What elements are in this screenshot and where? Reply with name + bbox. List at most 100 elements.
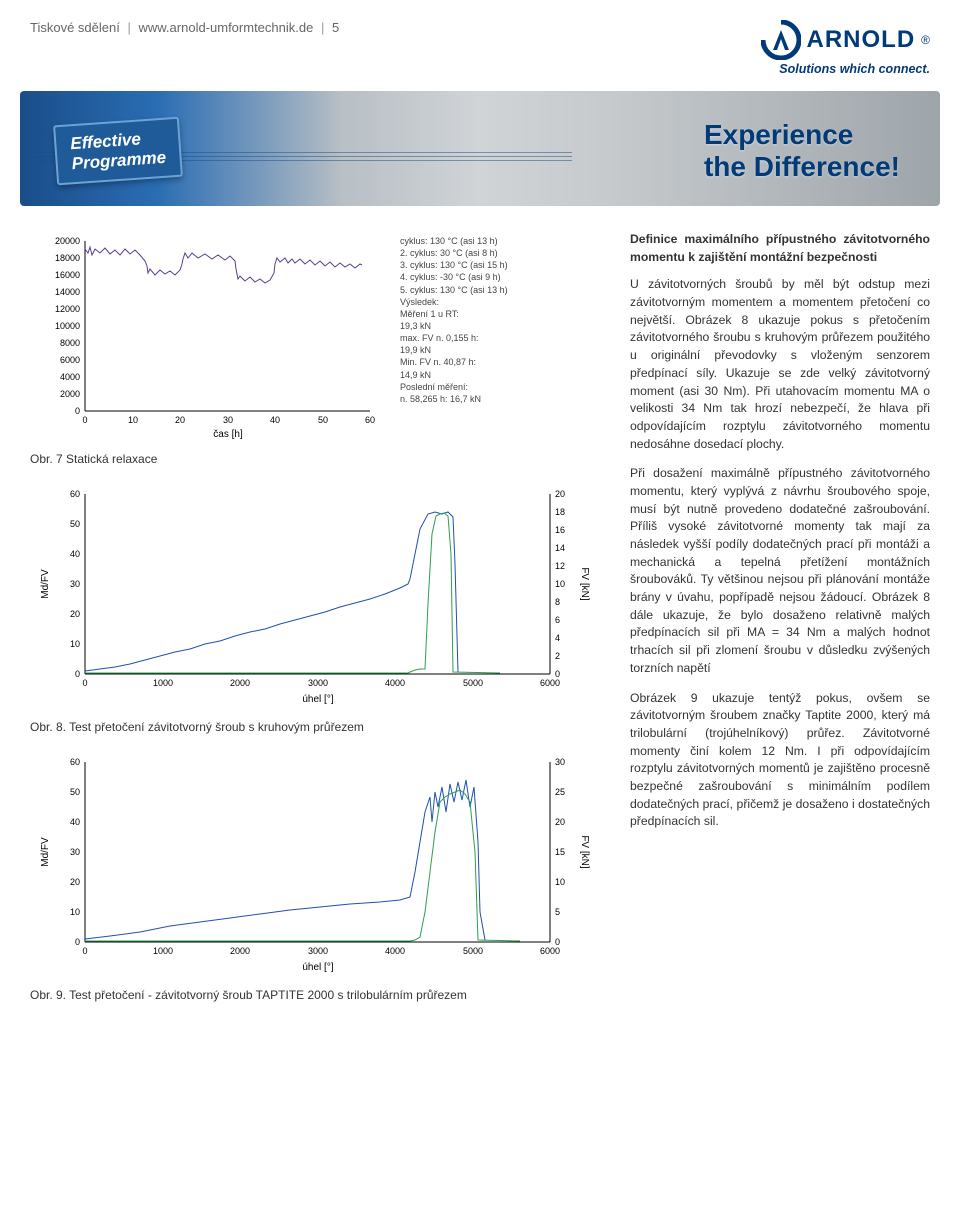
chart-2-overtorque-circular: 0 10 20 30 40 50 60 0 2 4 6 8 10 12 [30, 484, 590, 709]
svg-text:14000: 14000 [55, 287, 80, 297]
svg-text:2000: 2000 [230, 678, 250, 688]
chart-3-block: 0 10 20 30 40 50 60 0 5 10 15 20 25 30 [30, 752, 610, 1002]
page-header: Tiskové sdělení | www.arnold-umformtechn… [0, 0, 960, 76]
chart-2-ylabel-left: Md/FV [40, 569, 51, 599]
chart-1-xlabel: čas [h] [213, 429, 243, 440]
svg-text:14: 14 [555, 543, 565, 553]
hero-banner: Effective Programme Experience the Diffe… [20, 91, 940, 206]
svg-text:5000: 5000 [463, 946, 483, 956]
breadcrumb-sep: | [127, 20, 130, 35]
svg-text:10: 10 [128, 415, 138, 425]
svg-text:5000: 5000 [463, 678, 483, 688]
svg-text:8000: 8000 [60, 338, 80, 348]
svg-text:4000: 4000 [385, 678, 405, 688]
svg-text:20: 20 [70, 877, 80, 887]
svg-text:2000: 2000 [60, 389, 80, 399]
svg-text:10: 10 [70, 639, 80, 649]
svg-text:50: 50 [70, 519, 80, 529]
banner-badge: Effective Programme [53, 117, 183, 186]
svg-text:0: 0 [82, 415, 87, 425]
svg-text:4000: 4000 [385, 946, 405, 956]
svg-text:0: 0 [82, 946, 87, 956]
breadcrumb: Tiskové sdělení | www.arnold-umformtechn… [30, 20, 339, 35]
breadcrumb-item: Tiskové sdělení [30, 20, 120, 35]
logo-tagline: Solutions which connect. [761, 62, 931, 76]
svg-text:20: 20 [175, 415, 185, 425]
chart-1-info-line: Poslední měření: [400, 381, 610, 393]
chart-3-caption: Obr. 9. Test přetočení - závitotvorný šr… [30, 988, 610, 1002]
svg-text:1000: 1000 [153, 946, 173, 956]
chart-3-ylabel-right: FV [kN] [579, 835, 590, 869]
svg-text:20: 20 [555, 817, 565, 827]
chart-3-overtorque-trilobular: 0 10 20 30 40 50 60 0 5 10 15 20 25 30 [30, 752, 590, 977]
svg-text:1000: 1000 [153, 678, 173, 688]
headline-line-2: the Difference! [704, 151, 900, 183]
svg-text:6: 6 [555, 615, 560, 625]
svg-text:60: 60 [70, 757, 80, 767]
svg-text:0: 0 [75, 406, 80, 416]
svg-text:10000: 10000 [55, 321, 80, 331]
banner-headline: Experience the Difference! [704, 119, 900, 183]
chart-1-info-line: Měření 1 u RT: [400, 308, 610, 320]
chart-1-info-line: n. 58,265 h: 16,7 kN [400, 393, 610, 405]
chart-2-caption: Obr. 8. Test přetočení závitotvorný šrou… [30, 720, 610, 734]
svg-text:60: 60 [365, 415, 375, 425]
chart-1-relaxation: 0 2000 4000 6000 8000 10000 12000 14000 … [30, 231, 390, 441]
svg-text:12000: 12000 [55, 304, 80, 314]
chart-1-info-line: Min. FV n. 40,87 h: [400, 356, 610, 368]
svg-text:2000: 2000 [230, 946, 250, 956]
body-paragraph-1: U závitotvorných šroubů by měl být odstu… [630, 276, 930, 453]
text-column: Definice maximálního přípustného závitot… [630, 231, 930, 1020]
chart-1-info-line: 3. cyklus: 130 °C (asi 15 h) [400, 259, 610, 271]
svg-text:0: 0 [75, 669, 80, 679]
chart-1-info: cyklus: 130 °C (asi 13 h) 2. cyklus: 30 … [400, 231, 610, 446]
svg-text:25: 25 [555, 787, 565, 797]
chart-1-info-line: Výsledek: [400, 296, 610, 308]
chart-1-info-line: 19,3 kN [400, 320, 610, 332]
svg-text:12: 12 [555, 561, 565, 571]
svg-text:6000: 6000 [60, 355, 80, 365]
svg-text:4: 4 [555, 633, 560, 643]
chart-3-xlabel: úhel [°] [302, 962, 333, 973]
breadcrumb-sep: | [321, 20, 324, 35]
svg-text:30: 30 [70, 847, 80, 857]
chart-1-caption: Obr. 7 Statická relaxace [30, 452, 610, 466]
svg-text:30: 30 [223, 415, 233, 425]
section-heading: Definice maximálního přípustného závitot… [630, 231, 930, 266]
svg-text:16: 16 [555, 525, 565, 535]
svg-text:40: 40 [270, 415, 280, 425]
headline-line-1: Experience [704, 119, 900, 151]
chart-2-block: 0 10 20 30 40 50 60 0 2 4 6 8 10 12 [30, 484, 610, 734]
figures-column: 0 2000 4000 6000 8000 10000 12000 14000 … [30, 231, 610, 1020]
chart-1-info-line: 14,9 kN [400, 369, 610, 381]
svg-text:20000: 20000 [55, 236, 80, 246]
svg-text:6000: 6000 [540, 678, 560, 688]
svg-text:30: 30 [70, 579, 80, 589]
logo-mark-icon [761, 20, 801, 60]
svg-text:40: 40 [70, 817, 80, 827]
logo-registered: ® [921, 33, 930, 47]
chart-1-info-line: max. FV n. 0,155 h: [400, 332, 610, 344]
chart-3-ylabel-left: Md/FV [40, 837, 51, 867]
svg-text:6000: 6000 [540, 946, 560, 956]
chart-2-xlabel: úhel [°] [302, 694, 333, 705]
svg-text:10: 10 [555, 579, 565, 589]
svg-text:10: 10 [555, 877, 565, 887]
body-paragraph-3: Obrázek 9 ukazuje tentýž pokus, ovšem se… [630, 690, 930, 832]
breadcrumb-item: www.arnold-umformtechnik.de [138, 20, 313, 35]
body-paragraph-2: Při dosažení maximálně přípustného závit… [630, 465, 930, 677]
svg-text:15: 15 [555, 847, 565, 857]
main-content: 0 2000 4000 6000 8000 10000 12000 14000 … [0, 231, 960, 1050]
logo-name: ARNOLD [807, 26, 916, 54]
svg-text:3000: 3000 [308, 678, 328, 688]
svg-text:5: 5 [555, 907, 560, 917]
svg-text:3000: 3000 [308, 946, 328, 956]
svg-text:16000: 16000 [55, 270, 80, 280]
svg-text:8: 8 [555, 597, 560, 607]
svg-text:2: 2 [555, 651, 560, 661]
svg-text:30: 30 [555, 757, 565, 767]
svg-text:60: 60 [70, 489, 80, 499]
svg-text:0: 0 [75, 937, 80, 947]
svg-text:50: 50 [70, 787, 80, 797]
chart-2-ylabel-right: FV [kN] [579, 567, 590, 601]
